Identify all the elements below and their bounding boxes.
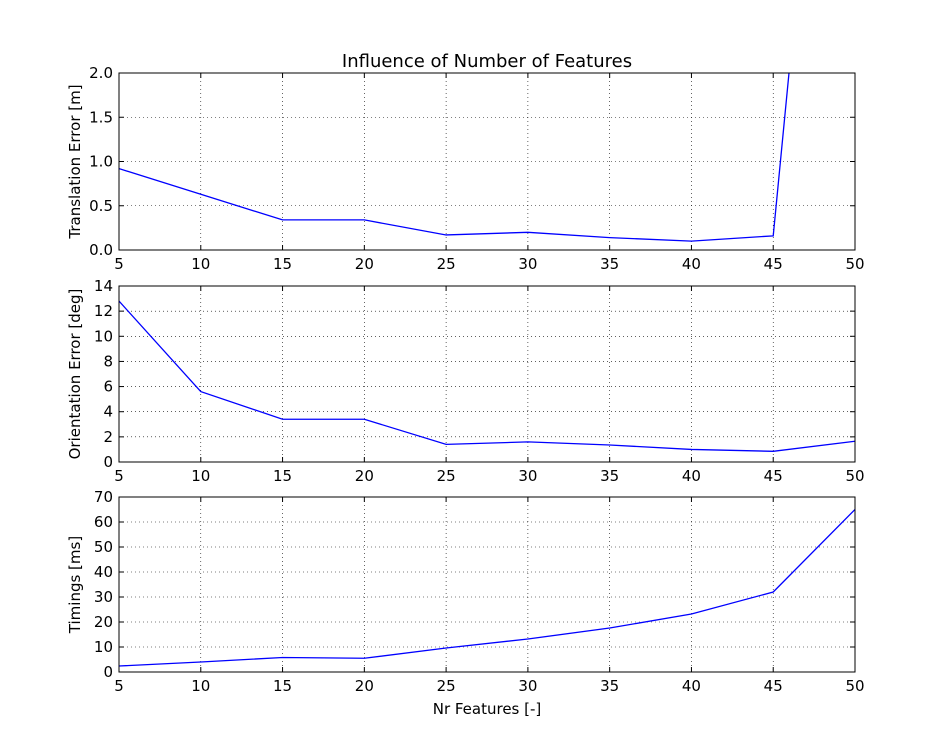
y-tick-label: 8: [103, 352, 113, 370]
x-tick-label: 25: [437, 677, 456, 695]
x-tick-label: 50: [845, 677, 864, 695]
x-tick-label: 5: [114, 467, 124, 485]
x-tick-label: 45: [764, 677, 783, 695]
x-tick-label: 15: [273, 255, 292, 273]
y-axis-label: Translation Error [m]: [66, 84, 84, 239]
y-tick-label: 6: [103, 378, 113, 396]
x-tick-label: 40: [682, 255, 701, 273]
x-tick-label: 25: [437, 255, 456, 273]
x-tick-label: 20: [355, 677, 374, 695]
y-tick-label: 0.5: [89, 197, 113, 215]
data-line: [119, 509, 855, 667]
x-tick-label: 5: [114, 255, 124, 273]
y-tick-label: 0.0: [89, 241, 113, 259]
x-tick-label: 30: [518, 467, 537, 485]
y-tick-label: 40: [94, 563, 113, 581]
x-tick-label: 45: [764, 255, 783, 273]
y-tick-label: 2: [103, 428, 113, 446]
x-tick-label: 40: [682, 467, 701, 485]
y-axis-label: Timings [ms]: [66, 536, 84, 634]
x-tick-label: 5: [114, 677, 124, 695]
x-axis-label: Nr Features [-]: [433, 700, 542, 718]
y-tick-label: 12: [94, 302, 113, 320]
y-tick-label: 70: [94, 488, 113, 506]
y-tick-label: 30: [94, 588, 113, 606]
x-tick-label: 30: [518, 255, 537, 273]
x-tick-label: 30: [518, 677, 537, 695]
data-line: [119, 73, 790, 242]
y-tick-label: 14: [94, 277, 113, 295]
x-tick-label: 15: [273, 677, 292, 695]
data-line: [119, 300, 855, 452]
y-tick-label: 20: [94, 613, 113, 631]
x-tick-label: 10: [191, 677, 210, 695]
x-tick-label: 35: [600, 467, 619, 485]
x-tick-label: 40: [682, 677, 701, 695]
y-tick-label: 0: [103, 453, 113, 471]
x-tick-label: 10: [191, 255, 210, 273]
x-tick-label: 45: [764, 467, 783, 485]
axes-frame: [118, 72, 856, 251]
y-axis-label: Orientation Error [deg]: [66, 289, 84, 460]
y-tick-label: 4: [103, 403, 113, 421]
x-tick-label: 20: [355, 255, 374, 273]
y-tick-label: 60: [94, 513, 113, 531]
y-tick-label: 2.0: [89, 64, 113, 82]
y-tick-label: 1.0: [89, 153, 113, 171]
y-tick-label: 1.5: [89, 108, 113, 126]
chart-title: Influence of Number of Features: [342, 51, 632, 72]
axes-frame: [118, 285, 856, 463]
y-tick-label: 10: [94, 638, 113, 656]
y-tick-label: 0: [103, 663, 113, 681]
x-tick-label: 10: [191, 467, 210, 485]
axes-frame: [118, 496, 856, 673]
x-tick-label: 35: [600, 255, 619, 273]
x-tick-label: 15: [273, 467, 292, 485]
x-tick-label: 50: [845, 255, 864, 273]
x-tick-label: 50: [845, 467, 864, 485]
x-tick-label: 35: [600, 677, 619, 695]
y-tick-label: 10: [94, 327, 113, 345]
x-tick-label: 20: [355, 467, 374, 485]
y-tick-label: 50: [94, 538, 113, 556]
x-tick-label: 25: [437, 467, 456, 485]
